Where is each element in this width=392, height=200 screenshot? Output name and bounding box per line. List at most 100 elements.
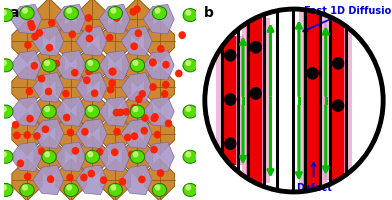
Circle shape (131, 105, 137, 112)
Polygon shape (12, 113, 42, 155)
Circle shape (88, 107, 93, 112)
Circle shape (25, 43, 31, 49)
Circle shape (24, 132, 30, 139)
Polygon shape (100, 67, 131, 109)
Circle shape (151, 147, 157, 153)
Ellipse shape (20, 7, 34, 20)
Polygon shape (100, 113, 131, 155)
Polygon shape (76, 27, 107, 57)
Circle shape (92, 91, 98, 97)
Polygon shape (34, 45, 64, 87)
Polygon shape (55, 5, 86, 35)
Ellipse shape (130, 150, 145, 164)
Circle shape (96, 149, 103, 155)
Circle shape (137, 156, 143, 162)
Circle shape (152, 114, 158, 121)
Circle shape (162, 91, 168, 98)
Circle shape (2, 152, 6, 157)
Circle shape (72, 9, 78, 16)
Circle shape (156, 11, 162, 18)
Circle shape (23, 9, 27, 14)
Circle shape (154, 132, 160, 138)
Circle shape (26, 89, 33, 95)
Polygon shape (77, 136, 107, 178)
Circle shape (2, 107, 6, 112)
Circle shape (86, 36, 93, 43)
Circle shape (47, 176, 54, 182)
Bar (307, 12, 318, 190)
Circle shape (109, 69, 115, 75)
Circle shape (2, 185, 6, 190)
Polygon shape (99, 142, 130, 172)
Circle shape (27, 116, 33, 122)
Polygon shape (33, 73, 64, 103)
Polygon shape (144, 67, 174, 109)
Circle shape (250, 88, 261, 100)
Circle shape (112, 149, 118, 156)
Polygon shape (55, 51, 86, 81)
Polygon shape (143, 51, 174, 81)
Polygon shape (100, 21, 131, 63)
Circle shape (45, 107, 49, 112)
Polygon shape (11, 97, 42, 127)
Bar (303, 12, 322, 190)
Ellipse shape (0, 9, 13, 22)
Circle shape (158, 46, 164, 53)
Polygon shape (34, 91, 64, 133)
Text: Defect: Defect (296, 163, 332, 192)
Polygon shape (11, 142, 42, 172)
Polygon shape (33, 165, 64, 195)
Polygon shape (122, 45, 152, 87)
Circle shape (133, 152, 138, 157)
Circle shape (186, 61, 191, 66)
Circle shape (69, 32, 75, 38)
Circle shape (150, 84, 156, 91)
Circle shape (34, 133, 40, 140)
Ellipse shape (183, 9, 198, 22)
Circle shape (135, 31, 142, 37)
Polygon shape (144, 113, 174, 155)
Polygon shape (56, 67, 86, 109)
Circle shape (120, 179, 125, 185)
Bar (324, 22, 352, 180)
Circle shape (205, 10, 383, 192)
Circle shape (49, 106, 55, 112)
Polygon shape (56, 113, 86, 155)
Circle shape (225, 138, 236, 150)
Circle shape (117, 110, 123, 116)
Circle shape (165, 121, 172, 127)
Polygon shape (143, 97, 174, 127)
Circle shape (32, 34, 38, 41)
Polygon shape (99, 51, 130, 81)
Polygon shape (34, 0, 64, 41)
Circle shape (225, 50, 236, 62)
Circle shape (133, 61, 138, 66)
Circle shape (150, 60, 156, 66)
Ellipse shape (42, 106, 56, 118)
Circle shape (100, 177, 107, 183)
Circle shape (131, 44, 137, 50)
Circle shape (88, 152, 93, 157)
Circle shape (67, 185, 71, 190)
Circle shape (150, 60, 156, 67)
Ellipse shape (183, 60, 198, 72)
Circle shape (107, 87, 114, 93)
Circle shape (49, 20, 55, 27)
Circle shape (38, 76, 45, 82)
Bar (332, 22, 344, 180)
Circle shape (39, 148, 45, 155)
Circle shape (133, 107, 138, 112)
Ellipse shape (108, 184, 123, 196)
Bar (298, 12, 327, 190)
Circle shape (130, 10, 136, 16)
Circle shape (86, 26, 92, 33)
Circle shape (163, 82, 169, 89)
Circle shape (82, 129, 88, 135)
Polygon shape (11, 5, 42, 35)
Circle shape (111, 9, 116, 14)
Polygon shape (76, 165, 107, 195)
Circle shape (2, 11, 6, 16)
Circle shape (132, 64, 138, 71)
Circle shape (307, 68, 318, 80)
Bar (250, 19, 262, 183)
